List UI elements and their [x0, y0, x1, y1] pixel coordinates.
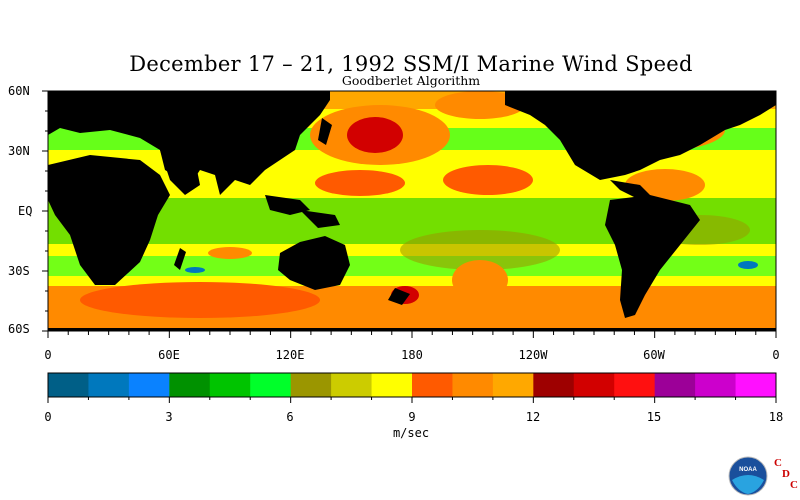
colorbar-swatch: [735, 373, 777, 397]
colorbar-swatch: [331, 373, 373, 397]
lon-label-120e: 120E: [275, 348, 305, 362]
cdc-letter-c2: C: [790, 479, 798, 491]
colorbar-swatch: [250, 373, 292, 397]
lon-label-60e: 60E: [158, 348, 180, 362]
colorbar-swatch: [533, 373, 575, 397]
colorbar-swatch: [48, 373, 89, 397]
noaa-logo-text: NOAA: [739, 467, 757, 473]
colorbar-swatch: [695, 373, 737, 397]
lat-label-60n: 60N: [8, 84, 30, 98]
colorbar-label-9: 9: [408, 410, 416, 424]
lon-label-120w: 120W: [518, 348, 548, 362]
colorbar-swatch: [654, 373, 696, 397]
colorbar-swatch: [209, 373, 251, 397]
colorbar: [47, 372, 777, 403]
lon-label-60w: 60W: [643, 348, 665, 362]
map-title: December 17 – 21, 1992 SSM/I Marine Wind…: [129, 52, 693, 76]
colorbar-swatch: [169, 373, 211, 397]
lon-label-0: 0: [44, 348, 52, 362]
colorbar-swatch: [128, 373, 170, 397]
colorbar-swatch: [492, 373, 534, 397]
colorbar-swatch: [412, 373, 453, 397]
lon-label-0-east: 0: [772, 348, 780, 362]
lat-label-60s: 60S: [8, 322, 30, 336]
map-subtitle: Goodberlet Algorithm: [341, 73, 481, 88]
colorbar-label-3: 3: [165, 410, 173, 424]
colorbar-swatch: [573, 373, 615, 397]
colorbar-label-18: 18: [768, 410, 784, 424]
colorbar-swatch: [614, 373, 656, 397]
colorbar-label-6: 6: [286, 410, 294, 424]
cdc-letter-c1: C: [774, 457, 782, 469]
colorbar-swatch: [290, 373, 332, 397]
colorbar-label-12: 12: [525, 410, 541, 424]
lon-label-180: 180: [401, 348, 423, 362]
noaa-cdc-logo: NOAA C D C: [728, 456, 798, 496]
colorbar-label-15: 15: [646, 410, 662, 424]
colorbar-label-0: 0: [44, 410, 52, 424]
lat-label-30s: 30S: [8, 264, 30, 278]
cdc-letter-d: D: [782, 468, 790, 480]
lat-label-30n: 30N: [8, 144, 30, 158]
colorbar-swatch: [371, 373, 413, 397]
colorbar-swatch: [452, 373, 494, 397]
colorbar-swatch: [88, 373, 130, 397]
colorbar-units: m/sec: [392, 426, 430, 440]
lat-label-eq: EQ: [18, 204, 33, 218]
